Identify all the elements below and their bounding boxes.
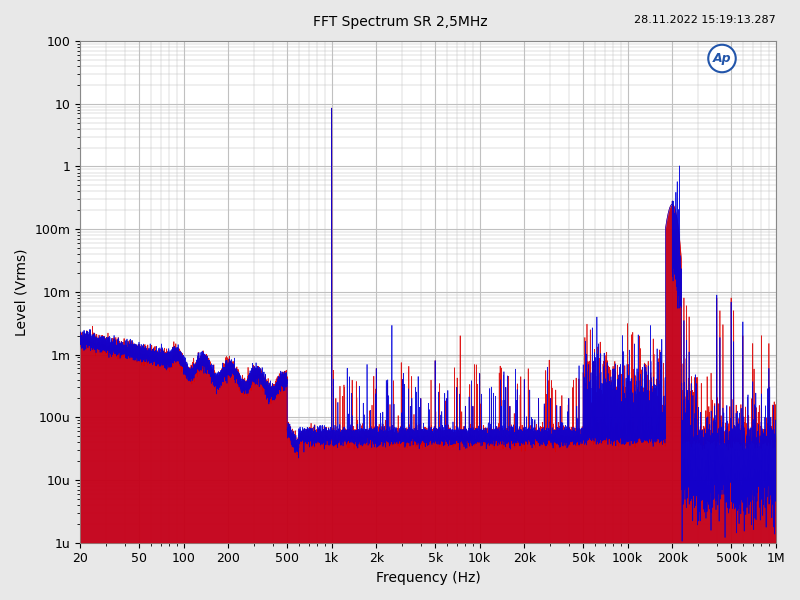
Y-axis label: Level (Vrms): Level (Vrms) bbox=[15, 248, 29, 335]
Text: FFT Spectrum SR 2,5MHz: FFT Spectrum SR 2,5MHz bbox=[313, 15, 487, 29]
X-axis label: Frequency (Hz): Frequency (Hz) bbox=[376, 571, 480, 585]
Circle shape bbox=[708, 45, 736, 72]
Text: Ap: Ap bbox=[713, 52, 731, 65]
Text: 28.11.2022 15:19:13.287: 28.11.2022 15:19:13.287 bbox=[634, 15, 776, 25]
